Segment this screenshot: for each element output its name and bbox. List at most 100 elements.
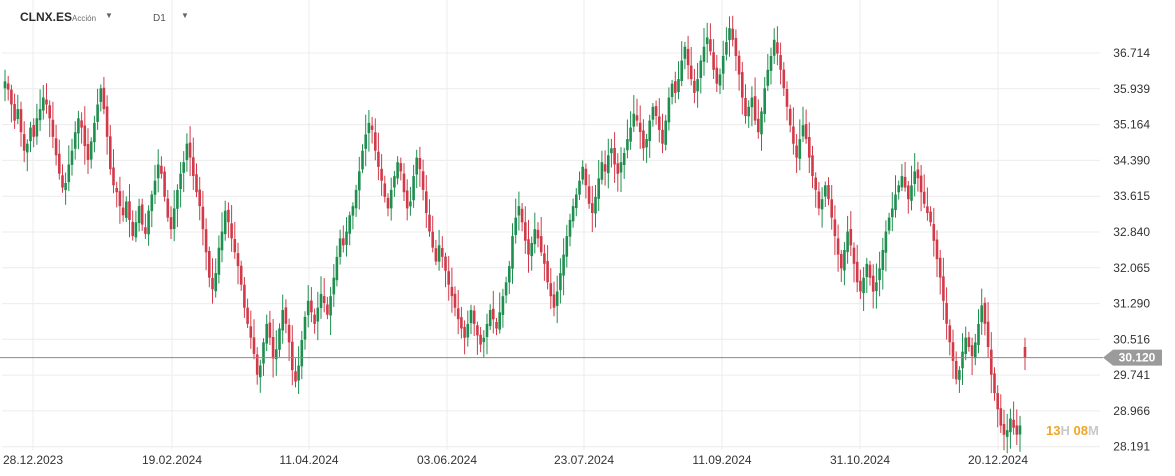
candle-body	[335, 256, 339, 281]
candle-body	[70, 150, 74, 165]
candle-body	[750, 97, 754, 108]
candle-body	[32, 125, 35, 137]
y-tick-label: 30.516	[1113, 332, 1150, 346]
candle-body	[667, 97, 671, 123]
candle-body	[501, 296, 505, 315]
candle-body	[632, 113, 636, 127]
candle-body	[603, 164, 607, 172]
y-tick-label: 31.290	[1113, 297, 1150, 311]
x-tick-label: 11.09.2024	[692, 453, 751, 467]
candle-body	[555, 291, 559, 306]
candle-body	[875, 282, 878, 292]
candle-body	[974, 342, 977, 359]
x-tick-label: 28.12.2023	[3, 453, 63, 467]
candle-body	[1023, 347, 1027, 358]
candle-body	[13, 104, 16, 121]
candle-body	[80, 120, 83, 128]
candle-body	[779, 55, 782, 70]
candle-body	[284, 307, 288, 324]
candle-body	[169, 217, 173, 230]
candle-body	[910, 185, 913, 201]
candle-body	[300, 340, 304, 367]
candle-body	[326, 304, 329, 315]
candle-body	[849, 229, 853, 246]
timeframe-dropdown-icon[interactable]: ▼	[181, 11, 189, 20]
candle-body	[409, 201, 412, 207]
candle-body	[476, 325, 479, 336]
candle-body	[916, 169, 920, 179]
candle-body	[105, 106, 109, 137]
candle-body	[166, 198, 170, 218]
candle-body	[434, 248, 438, 262]
candle-body	[58, 153, 61, 174]
candle-body	[252, 337, 256, 354]
candle-body	[425, 191, 428, 213]
candle-body	[686, 48, 690, 66]
candle-body	[568, 219, 572, 237]
candle-body	[1002, 424, 1006, 435]
candle-body	[903, 176, 907, 188]
symbol-label[interactable]: CLNX.ES	[20, 10, 73, 24]
candle-body	[262, 342, 265, 364]
grid	[2, 0, 1100, 450]
candle-body	[814, 177, 817, 190]
candle-body	[463, 326, 466, 338]
candle-body	[140, 204, 144, 225]
y-tick-label: 35.939	[1113, 82, 1150, 96]
candle-body	[648, 120, 651, 141]
candle-body	[316, 307, 320, 322]
candle-body	[824, 185, 827, 197]
candle-body	[469, 310, 473, 324]
candle-body	[763, 88, 766, 114]
candle-body	[871, 275, 875, 292]
candle-body	[393, 176, 396, 188]
candle-body	[600, 162, 604, 180]
candle-body	[607, 155, 610, 174]
candle-body	[421, 171, 425, 190]
candle-body	[131, 221, 134, 237]
x-tick-label: 23.07.2024	[554, 453, 614, 467]
candle-body	[658, 116, 661, 130]
symbol-dropdown-icon[interactable]: ▼	[105, 11, 113, 20]
candle-body	[511, 236, 514, 269]
candle-body	[718, 74, 722, 86]
candle-body	[811, 155, 814, 177]
candle-body	[926, 206, 929, 213]
candle-body	[109, 136, 112, 170]
candle-body	[306, 300, 310, 316]
candle-body	[938, 257, 942, 278]
candle-body	[182, 162, 185, 173]
y-tick-label: 32.840	[1113, 225, 1150, 239]
candle-body	[744, 98, 747, 116]
countdown-hours-unit: H	[1060, 423, 1070, 438]
candle-body	[725, 42, 728, 55]
candle-body	[211, 277, 214, 290]
candle-body	[361, 150, 364, 170]
candle-body	[776, 42, 779, 54]
candle-body	[527, 239, 530, 255]
candle-body	[741, 72, 744, 98]
candle-body	[67, 164, 71, 183]
candle-body	[712, 52, 715, 70]
candle-body	[479, 334, 482, 345]
candle-body	[217, 247, 221, 275]
candle-body	[176, 189, 179, 209]
candle-body	[769, 56, 773, 71]
candle-body	[536, 229, 540, 239]
candle-body	[450, 286, 454, 297]
candle-body	[447, 271, 450, 285]
candle-body	[377, 151, 380, 167]
candle-body	[919, 175, 923, 193]
candle-body	[591, 203, 594, 213]
candle-body	[428, 214, 431, 232]
candle-body	[820, 199, 824, 210]
candle-body	[96, 104, 99, 122]
candle-body	[255, 354, 259, 375]
x-tick-label: 20.12.2024	[968, 453, 1028, 467]
candle-countdown: 13H 08M	[1046, 423, 1099, 438]
timeframe-selector[interactable]: D1	[153, 13, 166, 24]
candle-body	[571, 206, 575, 222]
candle-body	[389, 189, 393, 209]
candle-body	[897, 185, 900, 193]
